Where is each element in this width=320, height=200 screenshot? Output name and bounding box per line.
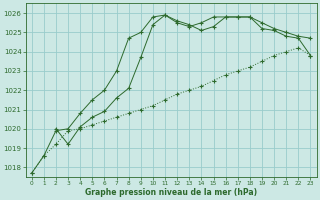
X-axis label: Graphe pression niveau de la mer (hPa): Graphe pression niveau de la mer (hPa) <box>85 188 257 197</box>
